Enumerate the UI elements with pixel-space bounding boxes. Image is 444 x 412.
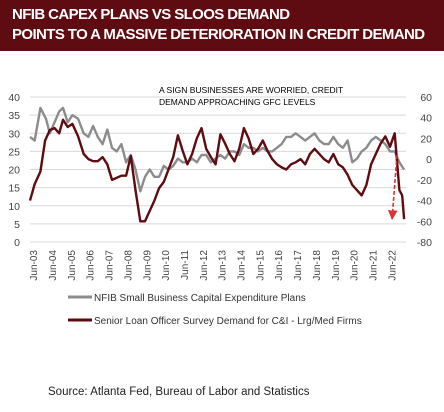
x-axis-tick-label: Jun-13 <box>218 250 229 281</box>
right-axis-tick-label: -20 <box>417 175 432 187</box>
chart: 0 5 10 15 20 25 30 35 40 -80 -60 -40 -20 0 20 40 60 Jun-0… <box>8 85 432 327</box>
x-axis-tick-label: Jun-06 <box>86 250 97 281</box>
left-axis-tick-label: 30 <box>8 128 20 140</box>
left-axis-tick-label: 35 <box>8 110 20 122</box>
x-axis-tick-label: Jun-19 <box>331 250 342 281</box>
x-axis-tick-label: Jun-04 <box>48 250 59 281</box>
annotation-text: DEMAND APPROACHING GFC LEVELS <box>159 97 316 107</box>
chart-title-line-2: POINTS TO A MASSIVE DETERIORATION IN CRE… <box>12 26 425 43</box>
x-axis-tick-label: Jun-20 <box>350 250 361 281</box>
x-axis-tick-label: Jun-05 <box>67 250 78 281</box>
x-axis-tick-label: Jun-11 <box>180 250 191 280</box>
left-axis-tick-label: 40 <box>8 92 20 104</box>
x-axis-tick-label: Jun-17 <box>293 250 304 281</box>
annotation-arrow <box>387 154 398 221</box>
chart-title-line-1: NFIB CAPEX PLANS VS SLOOS DEMAND <box>12 6 290 23</box>
left-axis-tick-label: 25 <box>8 146 20 158</box>
x-axis-tick-label: Jun-03 <box>29 250 40 281</box>
legend-label-sloos: Senior Loan Officer Survey Demand for C&… <box>94 316 362 327</box>
x-axis-tick-label: Jun-07 <box>105 250 116 281</box>
right-axis-tick-label: 20 <box>420 133 432 145</box>
left-axis-tick-label: 15 <box>8 183 20 195</box>
right-axis-tick-label: 60 <box>420 92 432 104</box>
series-line-sloos <box>28 118 406 223</box>
x-axis-tick-label: Jun-09 <box>142 250 153 281</box>
left-axis-tick-label: 10 <box>8 201 20 213</box>
right-axis-tick-label: 0 <box>426 154 432 166</box>
left-axis-tick-label: 20 <box>8 165 20 177</box>
x-axis-tick-label: Jun-22 <box>387 250 398 281</box>
x-axis-tick-label: Jun-18 <box>312 250 323 281</box>
right-axis-tick-label: -40 <box>417 196 432 208</box>
x-axis-tick-label: Jun-10 <box>161 250 172 281</box>
x-axis-tick-label: Jun-15 <box>255 250 266 281</box>
x-axis-tick-label: Jun-12 <box>199 250 210 281</box>
x-axis-tick-label: Jun-08 <box>123 250 134 281</box>
source-note: Source: Atlanta Fed, Bureau of Labor and… <box>48 386 310 398</box>
right-axis-tick-label: -80 <box>417 237 432 249</box>
left-axis-tick-label: 0 <box>14 237 20 249</box>
x-axis-tick-label: Jun-21 <box>368 250 379 281</box>
legend-label-nfib: NFIB Small Business Capital Expenditure … <box>94 293 306 304</box>
title-bar: NFIB CAPEX PLANS VS SLOOS DEMAND POINTS … <box>0 0 444 51</box>
annotation-text: A SIGN BUSINESSES ARE WORRIED, CREDIT <box>159 85 343 95</box>
x-axis-tick-label: Jun-16 <box>274 250 285 281</box>
x-axis-tick-label: Jun-14 <box>237 250 248 281</box>
right-axis-tick-label: -60 <box>417 216 432 228</box>
left-axis-tick-label: 5 <box>14 219 20 231</box>
right-axis-tick-label: 40 <box>420 113 432 125</box>
